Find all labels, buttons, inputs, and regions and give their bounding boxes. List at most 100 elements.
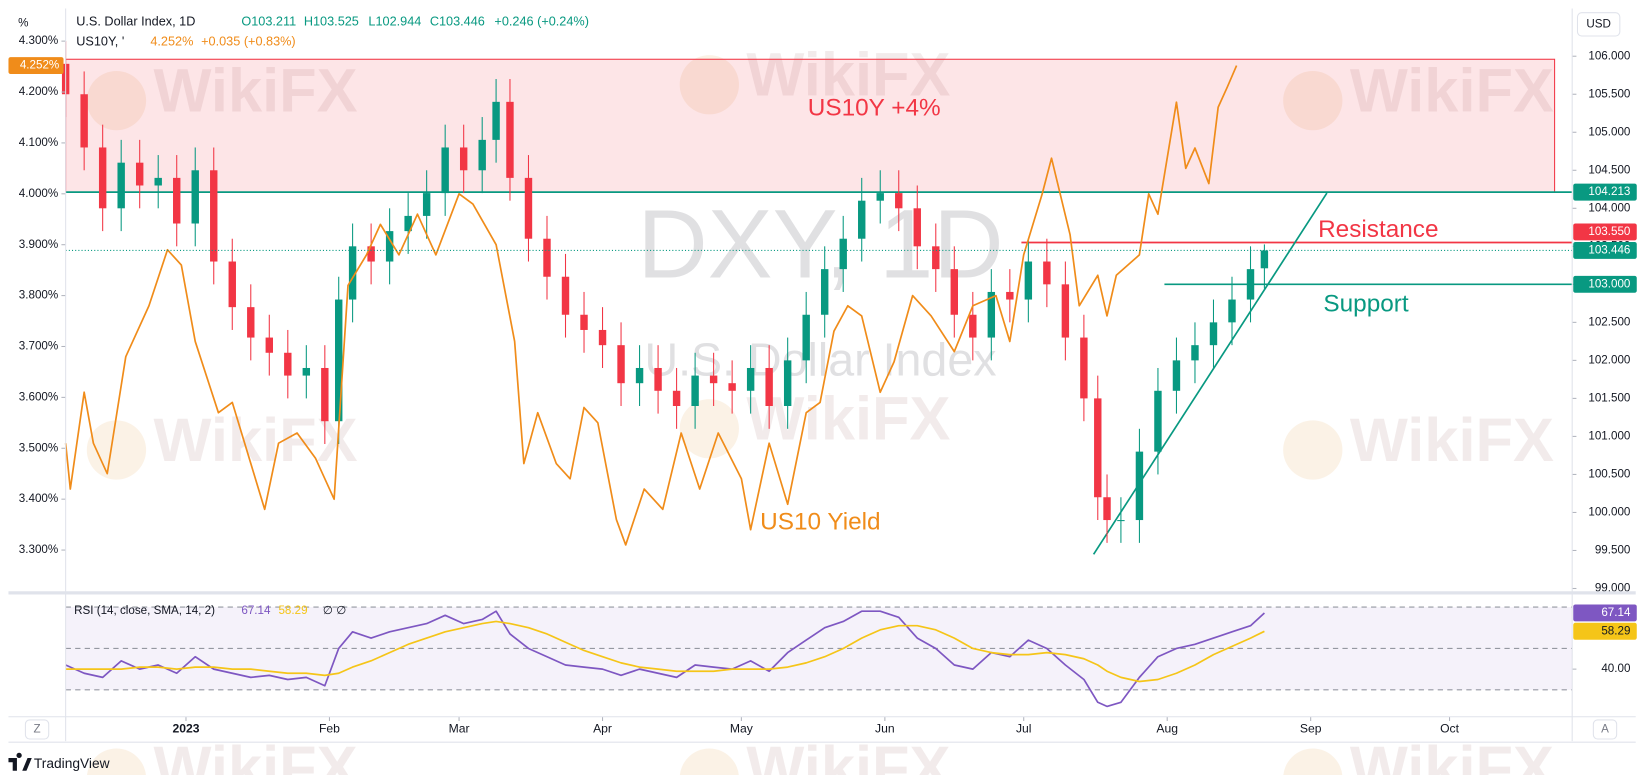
candle-body: [422, 193, 431, 216]
candle-body: [441, 147, 449, 194]
zoom-button[interactable]: [24, 719, 50, 740]
watermark-text: WikiFX: [1350, 734, 1554, 775]
header-symbol: U.S. Dollar Index, 1D: [76, 15, 195, 29]
candle-body: [459, 147, 468, 171]
y-price-badge: [8, 57, 64, 75]
auto-button[interactable]: [1592, 719, 1618, 740]
watermark-logo: [86, 70, 147, 131]
candle-body: [654, 367, 662, 391]
candle-body: [524, 177, 533, 239]
candle-body: [858, 200, 866, 239]
candle-body: [98, 147, 107, 209]
candle-body: [561, 276, 570, 315]
candle-body: [1006, 291, 1014, 300]
y-tick-label: 4.100%: [19, 136, 58, 149]
watermarks: WikiFX WikiFX WikiFX WikiFX WikiFX WikiFX Wiki…: [86, 41, 1554, 775]
y-tick-label: 3.700%: [19, 340, 58, 353]
watermark-subtitle: U.S. Dollar Index: [644, 333, 996, 385]
annotation-label: US10 Yield: [760, 508, 880, 535]
zoom-label[interactable]: Z: [34, 723, 41, 736]
header-open: O103.211: [241, 15, 296, 29]
series-line: [65, 620, 1265, 683]
candle-body: [1080, 337, 1088, 399]
rsi-title: RSI (14, close, SMA, 14, 2): [74, 604, 215, 617]
candle-body: [348, 246, 357, 300]
y2-tick-label: 102.000: [1588, 353, 1631, 366]
right-unit[interactable]: USD: [1586, 17, 1611, 30]
x-tick-label: 2023: [172, 722, 199, 736]
watermark-text: WikiFX: [1350, 406, 1554, 475]
candle-body: [335, 299, 343, 422]
brand: TradingView: [34, 756, 110, 771]
watermark-logo: [1283, 420, 1343, 480]
candle-body: [783, 360, 792, 406]
candle-body: [1061, 284, 1070, 338]
candle-body: [1191, 345, 1199, 361]
watermark-text: WikiFX: [746, 385, 950, 454]
watermark-logo: [1283, 70, 1343, 131]
price-badge: [1573, 241, 1637, 259]
main-pane: DXY, 1D U.S. Dollar Index US10Y +4% Resista…: [8, 34, 1637, 736]
rsi-badge: [1573, 622, 1637, 640]
annotation-label: Resistance: [1318, 216, 1438, 243]
x-tick-label: Feb: [319, 722, 340, 736]
price-badge-label: 103.000: [1588, 277, 1631, 290]
tradingview-logo: [8, 752, 32, 771]
header-low: L102.944: [368, 15, 421, 29]
candle-body: [1260, 250, 1269, 269]
y-tick-label: 4.000%: [19, 187, 58, 200]
y-tick-label: 3.300%: [19, 543, 58, 556]
candle-body: [1135, 451, 1144, 521]
candle-body: [135, 162, 144, 186]
x-tick-label: Apr: [593, 722, 612, 736]
x-tick-label: Oct: [1440, 722, 1460, 736]
annotation-label: Support: [1323, 290, 1408, 317]
candle-body: [709, 375, 718, 384]
y2-tick-label: 106.000: [1588, 49, 1631, 62]
unit-button[interactable]: [1576, 12, 1621, 37]
auto-label[interactable]: A: [1601, 723, 1609, 736]
watermark-logo: [679, 399, 739, 459]
candle-body: [1094, 398, 1102, 498]
y2-tick-label: 100.500: [1588, 468, 1631, 481]
left-unit: %: [18, 16, 28, 29]
candle-body: [210, 170, 218, 262]
candle-body: [580, 314, 588, 330]
watermark-logo: [1283, 748, 1343, 775]
annotation-label: US10Y +4%: [808, 94, 941, 121]
y-tick-label: 3.500%: [19, 441, 58, 454]
header-close: C103.446: [430, 15, 485, 29]
candle-body: [506, 101, 514, 178]
watermark-logo: [679, 748, 739, 775]
candle-body: [617, 345, 625, 384]
rsi-ma-value: 58.29: [278, 604, 307, 617]
y2-tick-label: 101.000: [1588, 429, 1631, 442]
watermark-logo: [679, 55, 739, 115]
y2-tick-label: 100.000: [1588, 506, 1631, 519]
y-tick-label: 3.800%: [19, 289, 58, 302]
candle-body: [173, 177, 181, 224]
candle-body: [1228, 299, 1236, 323]
price-badge: [1573, 183, 1637, 201]
y-tick-label: 3.400%: [19, 492, 58, 505]
y2-tick-label: 101.500: [1588, 391, 1631, 404]
candle-body: [691, 375, 699, 406]
y-price-badge-label: 4.252%: [20, 59, 59, 72]
candle-body: [969, 314, 977, 338]
y2-tick-label: 105.500: [1588, 87, 1631, 100]
candle-body: [302, 367, 311, 376]
candle-body: [728, 383, 736, 391]
candle-body: [598, 329, 607, 346]
watermark-text: WikiFX: [746, 734, 950, 775]
candle-body: [247, 307, 255, 338]
rsi-tick-label: 40.00: [1601, 662, 1631, 675]
price-badge: [1573, 275, 1637, 293]
candle-body: [492, 101, 500, 140]
rsi-value: 67.14: [241, 604, 271, 617]
candle-body: [802, 314, 810, 361]
candle-body: [635, 367, 644, 384]
candle-body: [987, 291, 996, 338]
x-tick-label: May: [730, 722, 754, 736]
